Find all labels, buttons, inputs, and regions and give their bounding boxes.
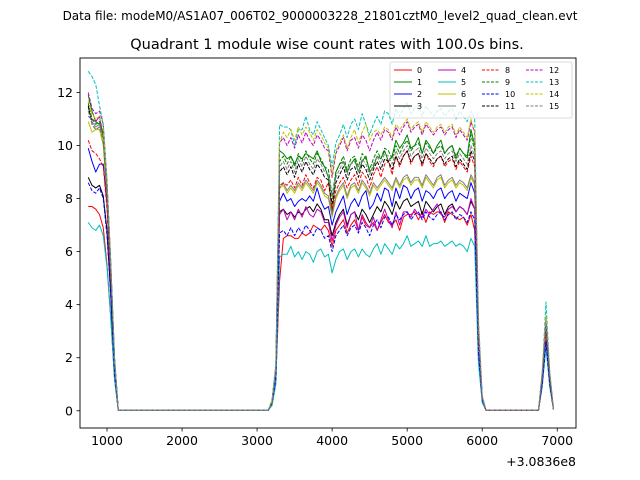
x-offset-label: +3.0836e8 <box>506 454 576 469</box>
y-tick-label: 2 <box>65 350 73 365</box>
series-line-5 <box>87 222 554 411</box>
series-layer <box>87 70 554 411</box>
legend-label-10: 10 <box>505 90 515 99</box>
legend-label-5: 5 <box>461 78 466 87</box>
data-file-label: Data file: modeM0/AS1A07_006T02_90000032… <box>63 9 578 23</box>
series-line-14 <box>87 100 554 411</box>
series-line-12 <box>87 92 554 411</box>
legend-label-7: 7 <box>461 102 466 111</box>
y-tick-label: 12 <box>57 85 73 100</box>
y-tick-label: 8 <box>65 191 73 206</box>
x-tick-label: 2000 <box>166 433 198 448</box>
y-tick-label: 0 <box>65 403 73 418</box>
chart-title: Quadrant 1 module wise count rates with … <box>130 37 524 53</box>
x-tick-label: 7000 <box>541 433 573 448</box>
legend-label-15: 15 <box>549 102 559 111</box>
y-tick-label: 10 <box>57 138 73 153</box>
series-line-9 <box>87 102 554 411</box>
series-line-11 <box>87 105 554 411</box>
x-tick-label: 4000 <box>316 433 348 448</box>
legend-label-3: 3 <box>417 102 422 111</box>
x-tick-label: 1000 <box>91 433 123 448</box>
x-axis: 1000 2000 3000 4000 5000 6000 7000 <box>91 428 573 448</box>
series-line-10 <box>87 182 554 411</box>
legend-label-1: 1 <box>417 78 422 87</box>
x-tick-label: 5000 <box>391 433 423 448</box>
legend-box <box>389 61 573 119</box>
series-line-7 <box>87 108 554 411</box>
series-line-15 <box>87 110 554 411</box>
legend-label-12: 12 <box>549 66 559 75</box>
series-line-1 <box>87 95 554 411</box>
series-line-13 <box>87 70 554 411</box>
legend-label-8: 8 <box>505 66 510 75</box>
legend-label-6: 6 <box>461 90 466 99</box>
y-axis: 0 2 4 6 8 10 12 <box>57 85 80 418</box>
legend-label-9: 9 <box>505 78 510 87</box>
legend-label-14: 14 <box>549 90 559 99</box>
legend-label-11: 11 <box>505 102 515 111</box>
legend-label-4: 4 <box>461 66 466 75</box>
legend-label-2: 2 <box>417 90 422 99</box>
series-line-0 <box>88 206 554 411</box>
legend-label-13: 13 <box>549 78 559 87</box>
y-tick-label: 4 <box>65 297 73 312</box>
series-line-8 <box>87 140 554 411</box>
series-line-4 <box>87 115 554 411</box>
legend-label-0: 0 <box>417 66 422 75</box>
x-tick-label: 3000 <box>241 433 273 448</box>
plot-frame <box>79 57 577 429</box>
x-tick-label: 6000 <box>466 433 498 448</box>
y-tick-label: 6 <box>65 244 73 259</box>
